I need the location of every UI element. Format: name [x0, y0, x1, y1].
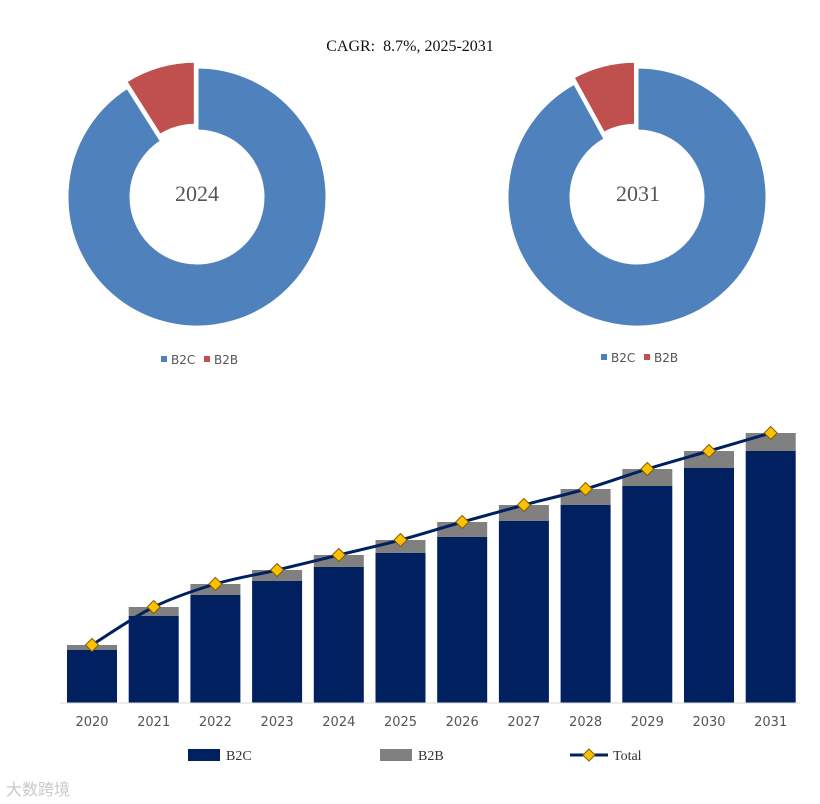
- total-line-series: [84, 425, 778, 653]
- x-tick-label: 2026: [446, 715, 479, 730]
- x-tick-label: 2030: [692, 715, 725, 730]
- total-marker-2028: [578, 481, 593, 497]
- total-marker-2020: [84, 637, 100, 653]
- legend-label-b2b: B2B: [654, 351, 678, 365]
- donut-slice-b2b: [570, 59, 638, 136]
- x-tick-label: 2024: [322, 715, 355, 730]
- cagr-label: CAGR:: [326, 38, 376, 55]
- bar-b2c-2020: [67, 650, 117, 703]
- donut-slice-b2c: [505, 65, 769, 329]
- legend-swatch-b2c-bar: [188, 749, 220, 761]
- legend-label-b2c: B2C: [171, 353, 195, 367]
- bar-b2c-2026: [437, 537, 488, 703]
- stacked-bar-chart: [67, 433, 796, 703]
- total-marker-2022: [208, 576, 223, 592]
- donut-legend-2031: B2C B2B: [601, 351, 678, 365]
- bar-b2c-2025: [375, 553, 426, 703]
- bar-b2c-2029: [622, 486, 673, 703]
- bar-chart-legend: B2C B2B Total: [188, 748, 642, 764]
- cagr-value: 8.7%, 2025-2031: [383, 38, 494, 55]
- x-tick-label: 2025: [384, 715, 417, 730]
- legend-swatch-b2c: [601, 354, 607, 360]
- legend-swatch-b2b: [204, 356, 210, 362]
- bar-b2c-2028: [560, 505, 611, 703]
- total-marker-2029: [640, 461, 655, 477]
- bar-b2c-2031: [745, 451, 796, 703]
- legend-swatch-total-marker: [582, 748, 596, 762]
- legend-swatch-b2b-bar: [380, 749, 412, 761]
- donut-center-label-2024: 2024: [175, 181, 219, 206]
- x-tick-label: 2028: [569, 715, 602, 730]
- watermark: 大数跨境: [6, 780, 71, 799]
- cagr-header: CAGR: 8.7%, 2025-2031: [0, 38, 820, 56]
- legend-label-b2b: B2B: [214, 353, 238, 367]
- donut-chart-2031: [505, 59, 769, 329]
- bar-b2c-2023: [252, 581, 303, 703]
- legend-label-b2b-bar: B2B: [418, 749, 444, 764]
- total-marker-2026: [454, 514, 470, 530]
- x-tick-label: 2020: [75, 715, 108, 730]
- total-marker-2030: [701, 443, 717, 459]
- donut-slice-b2c: [65, 65, 329, 329]
- legend-swatch-b2b: [644, 354, 650, 360]
- donut-center-label-2031: 2031: [616, 181, 660, 206]
- total-marker-2024: [331, 547, 347, 563]
- x-tick-label: 2023: [261, 715, 294, 730]
- donut-chart-2024: [65, 59, 329, 329]
- x-tick-label: 2029: [631, 715, 664, 730]
- donut-slice-b2b: [123, 59, 197, 138]
- bar-b2c-2024: [313, 567, 364, 703]
- legend-label-b2c-bar: B2C: [226, 749, 252, 764]
- total-line: [91, 431, 772, 647]
- x-tick-label: 2022: [199, 715, 232, 730]
- legend-label-b2c: B2C: [611, 351, 635, 365]
- total-marker-2023: [269, 562, 285, 578]
- x-tick-label: 2021: [137, 715, 170, 730]
- legend-label-total: Total: [613, 749, 642, 764]
- x-axis-ticks: 2020 2021 2022 2023 2024 2025 2026 2027 2028 2029…: [75, 715, 787, 730]
- bar-b2c-2021: [128, 616, 179, 703]
- donut-legend-2024: B2C B2B: [161, 353, 238, 367]
- total-marker-2031: [763, 425, 778, 441]
- total-marker-2021: [146, 599, 161, 615]
- bar-b2c-2022: [190, 595, 241, 703]
- bar-b2c-2030: [684, 468, 734, 703]
- total-marker-2025: [393, 532, 408, 548]
- x-tick-label: 2031: [754, 715, 787, 730]
- bar-b2c-2027: [498, 521, 549, 703]
- legend-swatch-b2c: [161, 356, 167, 362]
- x-tick-label: 2027: [507, 715, 540, 730]
- total-marker-2027: [516, 497, 532, 513]
